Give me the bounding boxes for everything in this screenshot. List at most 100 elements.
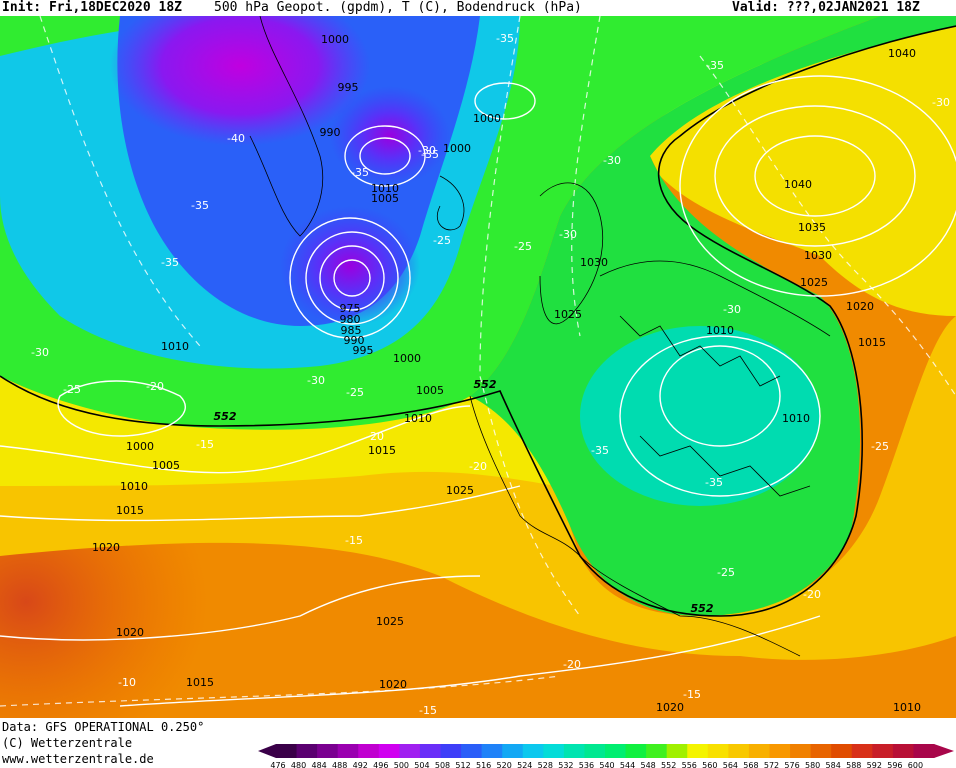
weather-map: 1000 995 990 1000 1000 1010 1005 975 980… [0,16,956,718]
isobar-label: 980 [340,313,361,326]
geopotential-label-layer: 552 552 552 [214,378,714,615]
legend-swatch [748,744,770,758]
legend-tick-label: 484 [311,761,326,768]
isobar-label-layer: 1000 995 990 1000 1000 1010 1005 975 980… [92,33,921,714]
legend-swatch [419,744,441,758]
legend-swatch [337,744,359,758]
isobar-label: 1000 [473,112,501,125]
temp-label: -30 [932,96,950,109]
legend-swatch [666,744,688,758]
isobar-label: 1015 [368,444,396,457]
isobar-label: 1025 [554,308,582,321]
legend-tick-label: 512 [455,761,470,768]
legend-swatch [502,744,524,758]
temp-label: -20 [146,380,164,393]
legend-swatch [810,744,832,758]
legend-tick-label: 592 [867,761,882,768]
legend-swatch [892,744,914,758]
temp-label: -20 [803,588,821,601]
temp-label: -35 [191,199,209,212]
temperature-label-layer: -35 -35 -40 -35 -35 -35 -30 -25 -20 -30 … [31,32,950,717]
legend-tick-label: 480 [291,761,306,768]
legend-tick-label: 596 [887,761,902,768]
isobar-label: 1020 [92,541,120,554]
temp-label: -30 [418,144,436,157]
temp-label: -25 [717,566,735,579]
isobar-label: 1020 [656,701,684,714]
map-footer: Data: GFS OPERATIONAL 0.250° (C) Wetterz… [0,718,956,768]
contour-552 [0,25,956,617]
legend-arrow-right [934,744,954,758]
legend-tick-label: 564 [723,761,738,768]
legend-tick-label: 508 [435,761,450,768]
isobar-label: 1000 [321,33,349,46]
legend-swatch [605,744,627,758]
temp-label: -35 [705,476,723,489]
legend-tick-label: 568 [743,761,758,768]
temp-label: -30 [31,346,49,359]
isobar-label: 1020 [116,626,144,639]
temp-label: -35 [161,256,179,269]
isobar-label: 1005 [371,192,399,205]
map-title: 500 hPa Geopot. (gpdm), T (C), Bodendruc… [214,0,582,15]
isobar-label: 1025 [376,615,404,628]
init-time: Init: Fri,18DEC2020 18Z [2,0,183,15]
cold-core-europe [580,326,820,506]
low-greenland-east [330,86,450,186]
temp-label: -30 [723,303,741,316]
legend-tick-label: 500 [394,761,409,768]
legend-swatch [276,744,298,758]
isobar-label: 1015 [116,504,144,517]
isobar-lines [0,75,956,707]
temp-label: -30 [603,154,621,167]
legend-swatch [584,744,606,758]
isobar-label: 1010 [893,701,921,714]
isobar-label: 985 [341,324,362,337]
green-trough [470,16,956,616]
legend-tick-label: 580 [805,761,820,768]
temp-label: -25 [433,234,451,247]
temp-label: -25 [63,383,81,396]
isobar-label: 1015 [858,336,886,349]
isobar-label: 990 [320,126,341,139]
legend-tick-label: 488 [332,761,347,768]
legend-swatch [440,744,462,758]
isobar-label: 1030 [804,249,832,262]
geopot-label: 552 [691,602,714,615]
legend-tick-label: 496 [373,761,388,768]
valid-time: Valid: ???,02JAN2021 18Z [732,0,920,15]
legend-tick-label: 584 [826,761,841,768]
legend-tick-label: 572 [764,761,779,768]
website-link[interactable]: www.wetterzentrale.de [2,752,154,766]
temp-label: -30 [559,228,577,241]
isobar-label: 1040 [784,178,812,191]
legend-swatch [687,744,709,758]
temp-label: -40 [227,132,245,145]
isobar-label: 995 [338,81,359,94]
legend-swatch [563,744,585,758]
temp-label: -15 [196,438,214,451]
temp-label: -20 [563,658,581,671]
legend-swatch [378,744,400,758]
legend-swatch [296,744,318,758]
legend-tick-label: 524 [517,761,532,768]
map-header: Init: Fri,18DEC2020 18Z 500 hPa Geopot. … [0,0,956,16]
temp-label: -35 [496,32,514,45]
legend-swatch [522,744,544,758]
legend-swatch [481,744,503,758]
legend-tick-label: 540 [599,761,614,768]
temp-label: -10 [118,676,136,689]
legend-swatch [625,744,647,758]
legend-tick-label: 528 [538,761,553,768]
legend-tick-label: 560 [702,761,717,768]
isobar-label: 1020 [379,678,407,691]
isobar-label: 1035 [798,221,826,234]
yellow-band [0,316,956,660]
legend-tick-label: 532 [558,761,573,768]
temp-label: -35 [706,59,724,72]
isobar-label: 1010 [120,480,148,493]
temp-label: -35 [421,148,439,161]
temp-label: -15 [345,534,363,547]
legend-swatch [646,744,668,758]
temp-label: -15 [683,688,701,701]
